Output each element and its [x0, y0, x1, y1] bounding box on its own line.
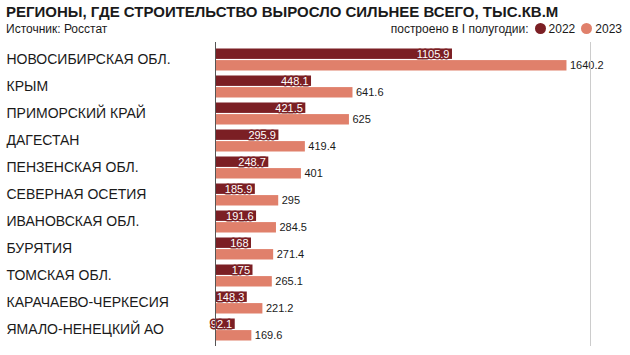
- svg-text:169.6: 169.6: [255, 329, 283, 341]
- svg-text:421.5: 421.5: [275, 102, 303, 114]
- svg-text:168: 168: [230, 237, 248, 249]
- svg-text:1640.2: 1640.2: [570, 59, 604, 71]
- svg-text:401: 401: [304, 167, 322, 179]
- svg-text:185.9: 185.9: [225, 183, 253, 195]
- svg-text:448.1: 448.1: [281, 75, 309, 87]
- html-text:РЕГИОНЫ, ГДЕ СТРОИТЕЛЬСТВО ВЫР: РЕГИОНЫ, ГДЕ СТРОИТЕЛЬСТВО ВЫРОСЛО СИЛЬН…: [6, 3, 559, 20]
- svg-text:1105.9: 1105.9: [417, 48, 450, 60]
- html-text:2022: 2022: [548, 22, 576, 36]
- svg-text:КРЫМ: КРЫМ: [7, 78, 49, 94]
- svg-text:248.7: 248.7: [238, 156, 266, 168]
- svg-text:295.9: 295.9: [248, 129, 276, 141]
- svg-text:ТОМСКАЯ ОБЛ.: ТОМСКАЯ ОБЛ.: [7, 267, 112, 283]
- svg-text:625: 625: [352, 113, 370, 125]
- svg-text:419.4: 419.4: [308, 140, 336, 152]
- svg-text:641.6: 641.6: [356, 86, 384, 98]
- svg-text:ПЕНЗЕНСКАЯ ОБЛ.: ПЕНЗЕНСКАЯ ОБЛ.: [7, 159, 139, 175]
- svg-text:295: 295: [282, 194, 300, 206]
- svg-text:265.1: 265.1: [275, 275, 303, 287]
- svg-text:СЕВЕРНАЯ ОСЕТИЯ: СЕВЕРНАЯ ОСЕТИЯ: [7, 186, 147, 202]
- html-text:построено в I полугодии:: построено в I полугодии:: [390, 22, 529, 36]
- html-text:Источник: Росстат: Источник: Росстат: [6, 22, 108, 36]
- svg-text:ЯМАЛО-НЕНЕЦКИЙ АО: ЯМАЛО-НЕНЕЦКИЙ АО: [7, 320, 165, 337]
- svg-text:284.5: 284.5: [279, 221, 307, 233]
- svg-text:148.3: 148.3: [217, 291, 245, 303]
- svg-text:ИВАНОВСКАЯ ОБЛ.: ИВАНОВСКАЯ ОБЛ.: [7, 213, 140, 229]
- svg-text:175: 175: [232, 264, 250, 276]
- svg-text:КАРАЧАЕВО-ЧЕРКЕСИЯ: КАРАЧАЕВО-ЧЕРКЕСИЯ: [7, 294, 169, 310]
- svg-text:ДАГЕСТАН: ДАГЕСТАН: [7, 132, 80, 148]
- svg-text:191.6: 191.6: [226, 210, 254, 222]
- svg-text:ПРИМОРСКИЙ КРАЙ: ПРИМОРСКИЙ КРАЙ: [7, 104, 146, 121]
- svg-text:271.4: 271.4: [277, 248, 305, 260]
- svg-text:221.2: 221.2: [266, 302, 294, 314]
- svg-text:БУРЯТИЯ: БУРЯТИЯ: [7, 240, 73, 256]
- html-text:2023: 2023: [595, 22, 622, 36]
- svg-text:НОВОСИБИРСКАЯ ОБЛ.: НОВОСИБИРСКАЯ ОБЛ.: [7, 51, 171, 67]
- svg-text:92.1: 92.1: [211, 318, 232, 330]
